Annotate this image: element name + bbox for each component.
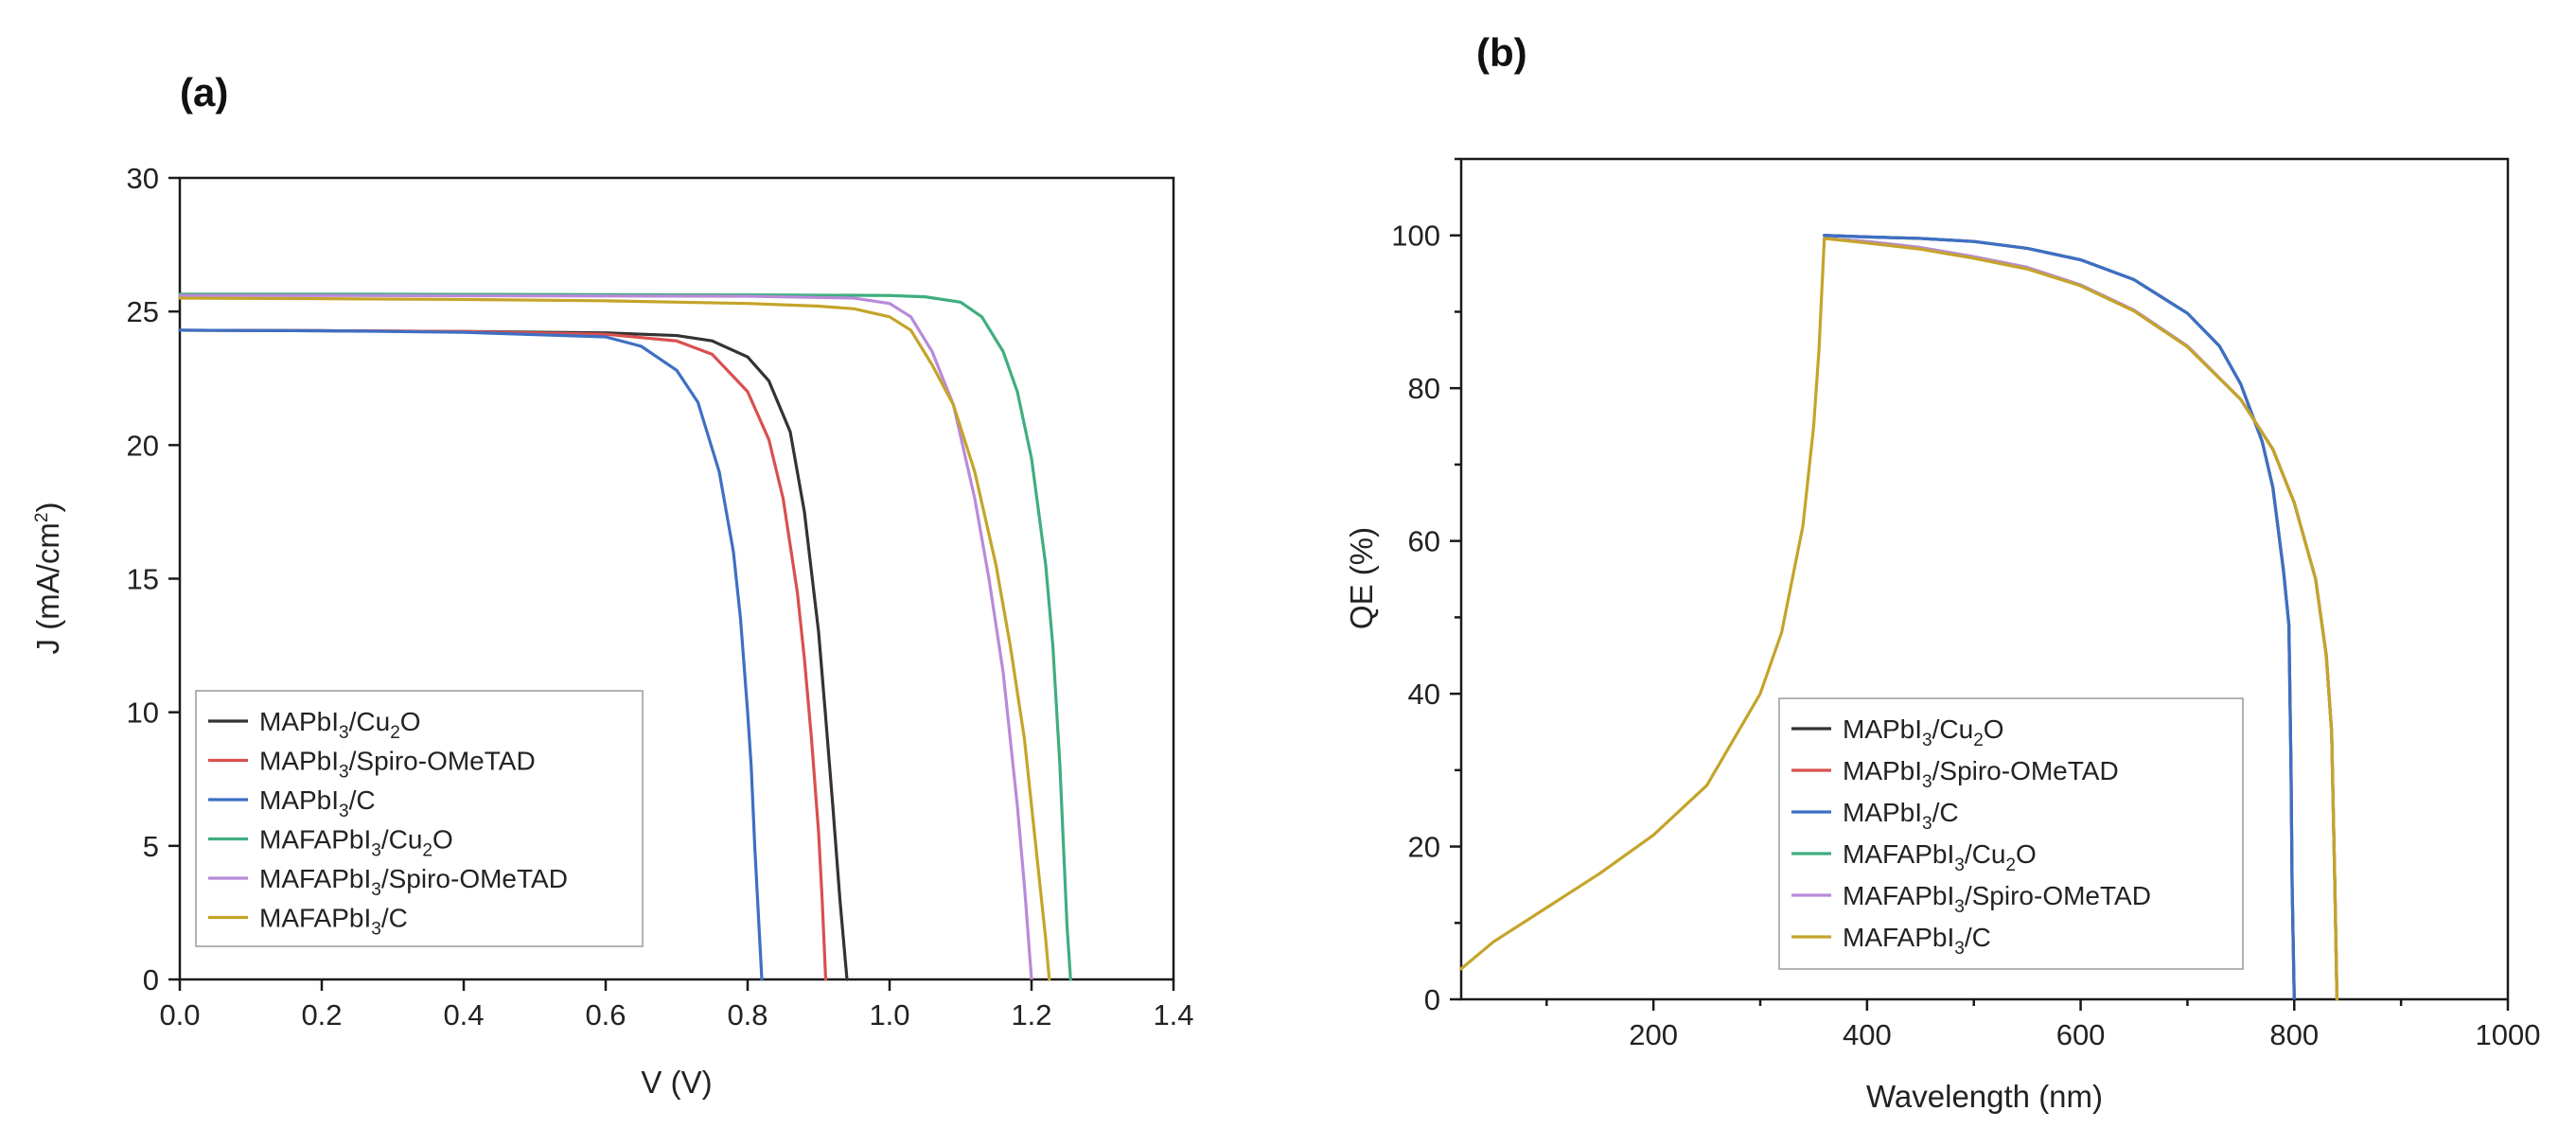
panel-a-x-tick-label: 1.4 <box>1153 998 1193 1031</box>
panel-b-legend-label-6: MAFAPbI3/C <box>1843 923 1991 959</box>
panel-b-y-ticks: 0 20 40 60 80 100 <box>1391 157 1461 1016</box>
panel-a-x-tick-label: 0.4 <box>443 998 484 1031</box>
panel-b-legend-label-4: MAFAPbI3/Cu2O <box>1843 839 2037 875</box>
panel-b-series-line-6 <box>1459 237 2339 1001</box>
panel-b-y-tick-label: 40 <box>1408 678 1440 711</box>
panel-a-y-tick-label: 25 <box>127 295 159 328</box>
panel-a-legend-label-3: MAPbI3/C <box>259 785 376 821</box>
panel-a-label: (a) <box>180 70 228 115</box>
panel-a-x-tick-label: 0.6 <box>585 998 626 1031</box>
panel-b-series-line-3 <box>1823 234 2296 1001</box>
panel-b-legend-box <box>1778 697 2244 970</box>
panel-a-y-tick-label: 5 <box>143 830 159 863</box>
panel-b-x-tick-label: 600 <box>2056 1018 2106 1051</box>
panel-b-x-tick-label: 200 <box>1629 1018 1678 1051</box>
panel-b-y-tick-label: 20 <box>1408 831 1440 864</box>
panel-a-legend-label-1: MAPbI3/Cu2O <box>259 707 421 743</box>
panel-a-legend-label-4: MAFAPbI3/Cu2O <box>259 825 453 861</box>
panel-b-x-axis-title: Wavelength (nm) <box>1866 1079 2103 1114</box>
panel-b-legend-label-1: MAPbI3/Cu2O <box>1843 714 2004 750</box>
panel-b-y-axis-title: QE (%) <box>1344 527 1379 629</box>
panel-a-series-line-6 <box>178 296 1051 981</box>
panel-b-qe-chart: (b) 200 400 600 800 1000 0 20 40 60 80 100 Wavele… <box>1344 30 2540 1114</box>
panel-a-y-ticks: 0 5 10 15 20 25 30 <box>127 162 180 996</box>
panel-b-plot-frame <box>1459 157 2510 1001</box>
panel-a-x-ticks: 0.0 0.2 0.4 0.6 0.8 1.0 1.2 1.4 <box>159 979 1194 1031</box>
panel-a-y-tick-label: 0 <box>143 963 159 996</box>
panel-a-y-tick-label: 20 <box>127 429 159 462</box>
panel-b-plot-area <box>1459 234 2339 1001</box>
panel-a-y-axis-title: J (mA/cm2) <box>30 502 65 655</box>
panel-a-series-line-5 <box>178 293 1033 981</box>
panel-b-y-tick-label: 80 <box>1408 372 1440 405</box>
panel-b-y-tick-label: 60 <box>1408 525 1440 558</box>
panel-b-legend-label-2: MAPbI3/Spiro-OMeTAD <box>1843 756 2119 792</box>
panel-a-x-tick-label: 0.2 <box>301 998 342 1031</box>
panel-b-legend: MAPbI3/Cu2O MAPbI3/Spiro-OMeTAD MAPbI3/C MA… <box>1778 697 2244 970</box>
panel-a-series-line-3 <box>178 328 764 981</box>
panel-a-y-tick-label: 30 <box>127 162 159 195</box>
panel-a-x-tick-label: 1.2 <box>1011 998 1051 1031</box>
panel-b-x-tick-label: 400 <box>1843 1018 1892 1051</box>
panel-b-y-tick-label: 100 <box>1391 220 1440 253</box>
panel-a-x-tick-label: 1.0 <box>869 998 909 1031</box>
panel-a-legend-label-2: MAPbI3/Spiro-OMeTAD <box>259 747 536 783</box>
panel-b-x-tick-label: 1000 <box>2476 1018 2541 1051</box>
panel-a-x-axis-title: V (V) <box>641 1065 712 1100</box>
panel-b-x-ticks: 200 400 600 800 1000 <box>1545 999 2541 1051</box>
panel-a-y-tick-label: 10 <box>127 696 159 730</box>
panel-a-x-tick-label: 0.8 <box>727 998 768 1031</box>
panel-a-plot-area <box>178 292 1072 981</box>
panel-b-x-tick-label: 800 <box>2269 1018 2319 1051</box>
panel-a-legend-label-6: MAFAPbI3/C <box>259 904 408 940</box>
panel-b-label: (b) <box>1476 30 1527 75</box>
panel-b-legend-label-3: MAPbI3/C <box>1843 798 1959 834</box>
panel-b-y-tick-label: 0 <box>1424 983 1440 1016</box>
panel-a-jv-chart: (a) 0.0 0.2 0.4 0.6 0.8 1.0 1.2 1.4 0 5 10 15 20 25 3… <box>30 70 1194 1100</box>
panel-a-x-tick-label: 0.0 <box>159 998 200 1031</box>
panel-b-legend-label-5: MAFAPbI3/Spiro-OMeTAD <box>1843 881 2151 917</box>
panel-a-y-tick-label: 15 <box>127 563 159 596</box>
panel-a-legend-label-5: MAFAPbI3/Spiro-OMeTAD <box>259 864 568 900</box>
panel-a-legend-box <box>195 690 644 947</box>
